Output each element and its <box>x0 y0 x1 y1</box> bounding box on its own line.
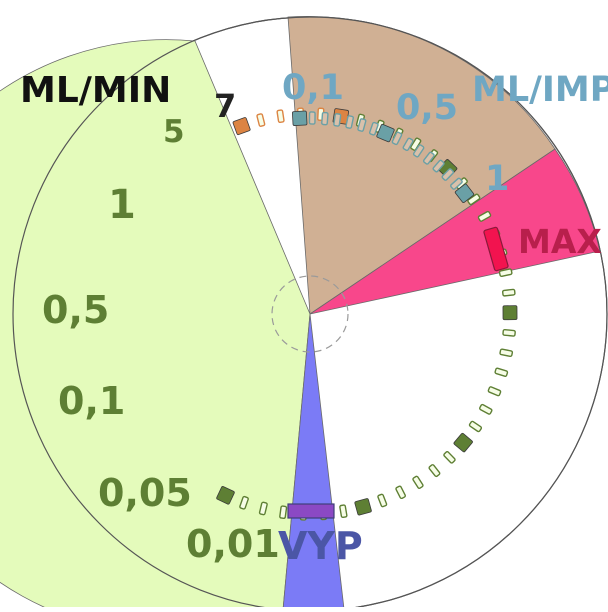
flow-label-0-5: 0,5 <box>42 288 109 332</box>
minor-tick <box>377 493 388 508</box>
impulse-unit-label: ML/IMP <box>472 70 608 110</box>
minor-tick <box>239 495 249 510</box>
vyp-marker <box>287 503 335 519</box>
flow-label-5: 5 <box>163 114 185 150</box>
minor-tick <box>477 210 492 222</box>
minor-tick <box>339 504 348 519</box>
minor-tick <box>276 109 285 124</box>
minor-tick <box>422 151 435 165</box>
vyp-label: VYP <box>278 524 363 568</box>
impulse-label-0-1: 0,1 <box>282 68 344 108</box>
minor-tick <box>487 386 502 397</box>
minor-tick <box>395 485 406 500</box>
minor-tick <box>443 451 456 464</box>
major-tick <box>232 117 251 136</box>
minor-tick <box>479 403 493 415</box>
impulse-scale-ticks <box>292 110 475 203</box>
minor-tick <box>499 348 514 358</box>
impulse-label-1: 1 <box>485 159 509 199</box>
minor-tick <box>345 115 354 129</box>
minor-tick <box>468 420 483 433</box>
minor-tick <box>441 168 455 181</box>
flow-rate-sector <box>0 39 311 612</box>
minor-tick <box>308 111 316 125</box>
minor-tick <box>412 475 424 489</box>
minor-tick <box>321 111 329 126</box>
center-hub-ring <box>271 275 349 353</box>
max-marker <box>483 226 509 272</box>
minor-tick <box>502 328 516 337</box>
major-tick <box>354 498 372 516</box>
minor-tick <box>369 121 379 136</box>
minor-tick <box>432 159 445 173</box>
major-tick <box>502 305 518 321</box>
impulse-label-0-5: 0,5 <box>396 88 458 128</box>
flow-label-0-01: 0,01 <box>186 522 280 566</box>
flow-unit-label: ML/MIN <box>20 70 171 111</box>
flow-label-0-1: 0,1 <box>58 379 125 423</box>
major-tick <box>292 110 308 126</box>
minor-tick <box>279 505 288 520</box>
major-tick <box>453 432 473 453</box>
minor-tick <box>450 177 463 190</box>
minor-tick <box>412 144 425 158</box>
major-tick <box>454 183 475 203</box>
minor-tick <box>402 137 414 152</box>
minor-tick <box>501 288 516 297</box>
max-label: MAX <box>518 222 602 261</box>
major-tick <box>376 124 395 143</box>
minor-tick <box>498 268 513 278</box>
minor-tick <box>357 118 367 132</box>
minor-tick <box>391 131 403 146</box>
minor-tick <box>256 113 266 127</box>
minor-tick <box>258 501 268 516</box>
flow-label-0-05: 0,05 <box>98 471 192 515</box>
flow-label-1: 1 <box>108 182 136 228</box>
minor-tick <box>494 367 509 377</box>
minor-tick <box>333 113 342 127</box>
major-tick <box>216 486 235 505</box>
minor-tick <box>467 193 481 206</box>
flow-label-7: 7 <box>214 87 236 125</box>
minor-tick <box>428 464 441 478</box>
